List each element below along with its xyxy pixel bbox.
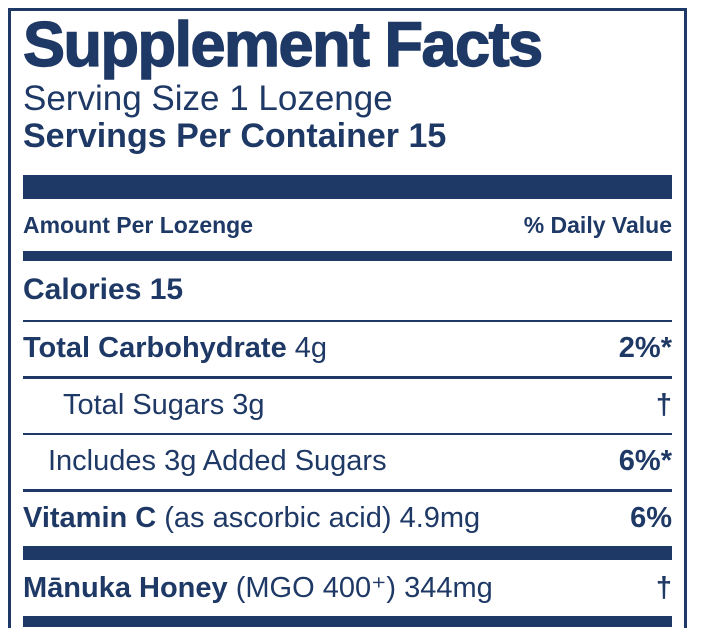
nutrient-name: Mānuka Honey (MGO 400⁺) 344mg [23,570,493,605]
row-total-carbohydrate: Total Carbohydrate 4g 2%* [23,322,672,376]
daily-value: 2%* [618,332,672,365]
separator-bar-bottom [23,615,672,627]
daily-value: 6% [630,501,672,534]
divider-rule [23,319,672,323]
row-total-sugars: Total Sugars 3g † [23,379,672,433]
nutrient-name-bold: Mānuka Honey [23,571,228,604]
nutrient-amount: (as ascorbic acid) 4.9mg [156,501,481,534]
nutrient-name: Total Carbohydrate 4g [23,332,327,365]
divider-rule [23,489,672,492]
nutrient-amount: Includes 3g Added Sugars [48,445,387,478]
column-header-row: Amount Per Lozenge % Daily Value [23,199,672,251]
percent-daily-value-header: % Daily Value [523,211,672,238]
amount-per-lozenge-header: Amount Per Lozenge [23,211,254,238]
row-manuka-honey: Mānuka Honey (MGO 400⁺) 344mg † [23,560,672,616]
daily-value: † [655,571,672,604]
separator-bar-header [23,250,672,261]
nutrient-name: Vitamin C (as ascorbic acid) 4.9mg [23,502,480,535]
supplement-facts-panel: Supplement Facts Serving Size 1 Lozenge … [8,8,687,628]
daily-value: † [655,388,672,421]
separator-bar-top [23,174,672,199]
nutrient-amount: 4g [286,332,328,365]
nutrient-amount: (MGO 400⁺) 344mg [227,571,493,604]
nutrient-name: Total Sugars 3g [23,389,265,422]
divider-rule [23,432,672,436]
nutrient-name: Includes 3g Added Sugars [23,445,387,478]
nutrient-amount: Total Sugars 3g [63,388,265,421]
nutrient-name-bold: Vitamin C [23,501,157,534]
serving-size-line: Serving Size 1 Lozenge [23,79,393,118]
divider-rule [23,376,672,379]
separator-bar-mid [23,545,672,560]
panel-title: Supplement Facts [22,10,544,80]
row-vitamin-c: Vitamin C (as ascorbic acid) 4.9mg 6% [23,492,672,546]
row-added-sugars: Includes 3g Added Sugars 6%* [23,435,672,489]
servings-per-container-line: Servings Per Container 15 [23,116,447,155]
nutrient-name-bold: Total Carbohydrate [23,332,287,365]
calories-line: Calories 15 [23,272,184,306]
daily-value: 6%* [618,445,672,478]
